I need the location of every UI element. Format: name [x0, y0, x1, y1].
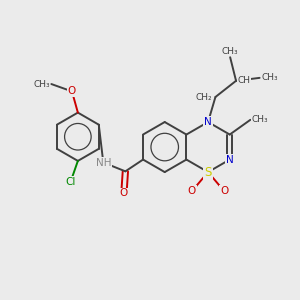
- Text: NH: NH: [95, 158, 111, 167]
- Text: N: N: [226, 154, 234, 165]
- Text: O: O: [120, 188, 128, 198]
- Text: CH₃: CH₃: [252, 115, 268, 124]
- Text: O: O: [220, 186, 228, 196]
- Text: Cl: Cl: [65, 177, 76, 187]
- Text: CH₃: CH₃: [261, 74, 278, 82]
- Text: CH₂: CH₂: [196, 92, 212, 101]
- Text: N: N: [204, 117, 212, 127]
- Text: CH₃: CH₃: [222, 47, 238, 56]
- Text: O: O: [68, 86, 76, 96]
- Text: CH₃: CH₃: [33, 80, 50, 88]
- Text: S: S: [204, 166, 212, 178]
- Text: CH: CH: [238, 76, 250, 85]
- Text: O: O: [188, 186, 196, 196]
